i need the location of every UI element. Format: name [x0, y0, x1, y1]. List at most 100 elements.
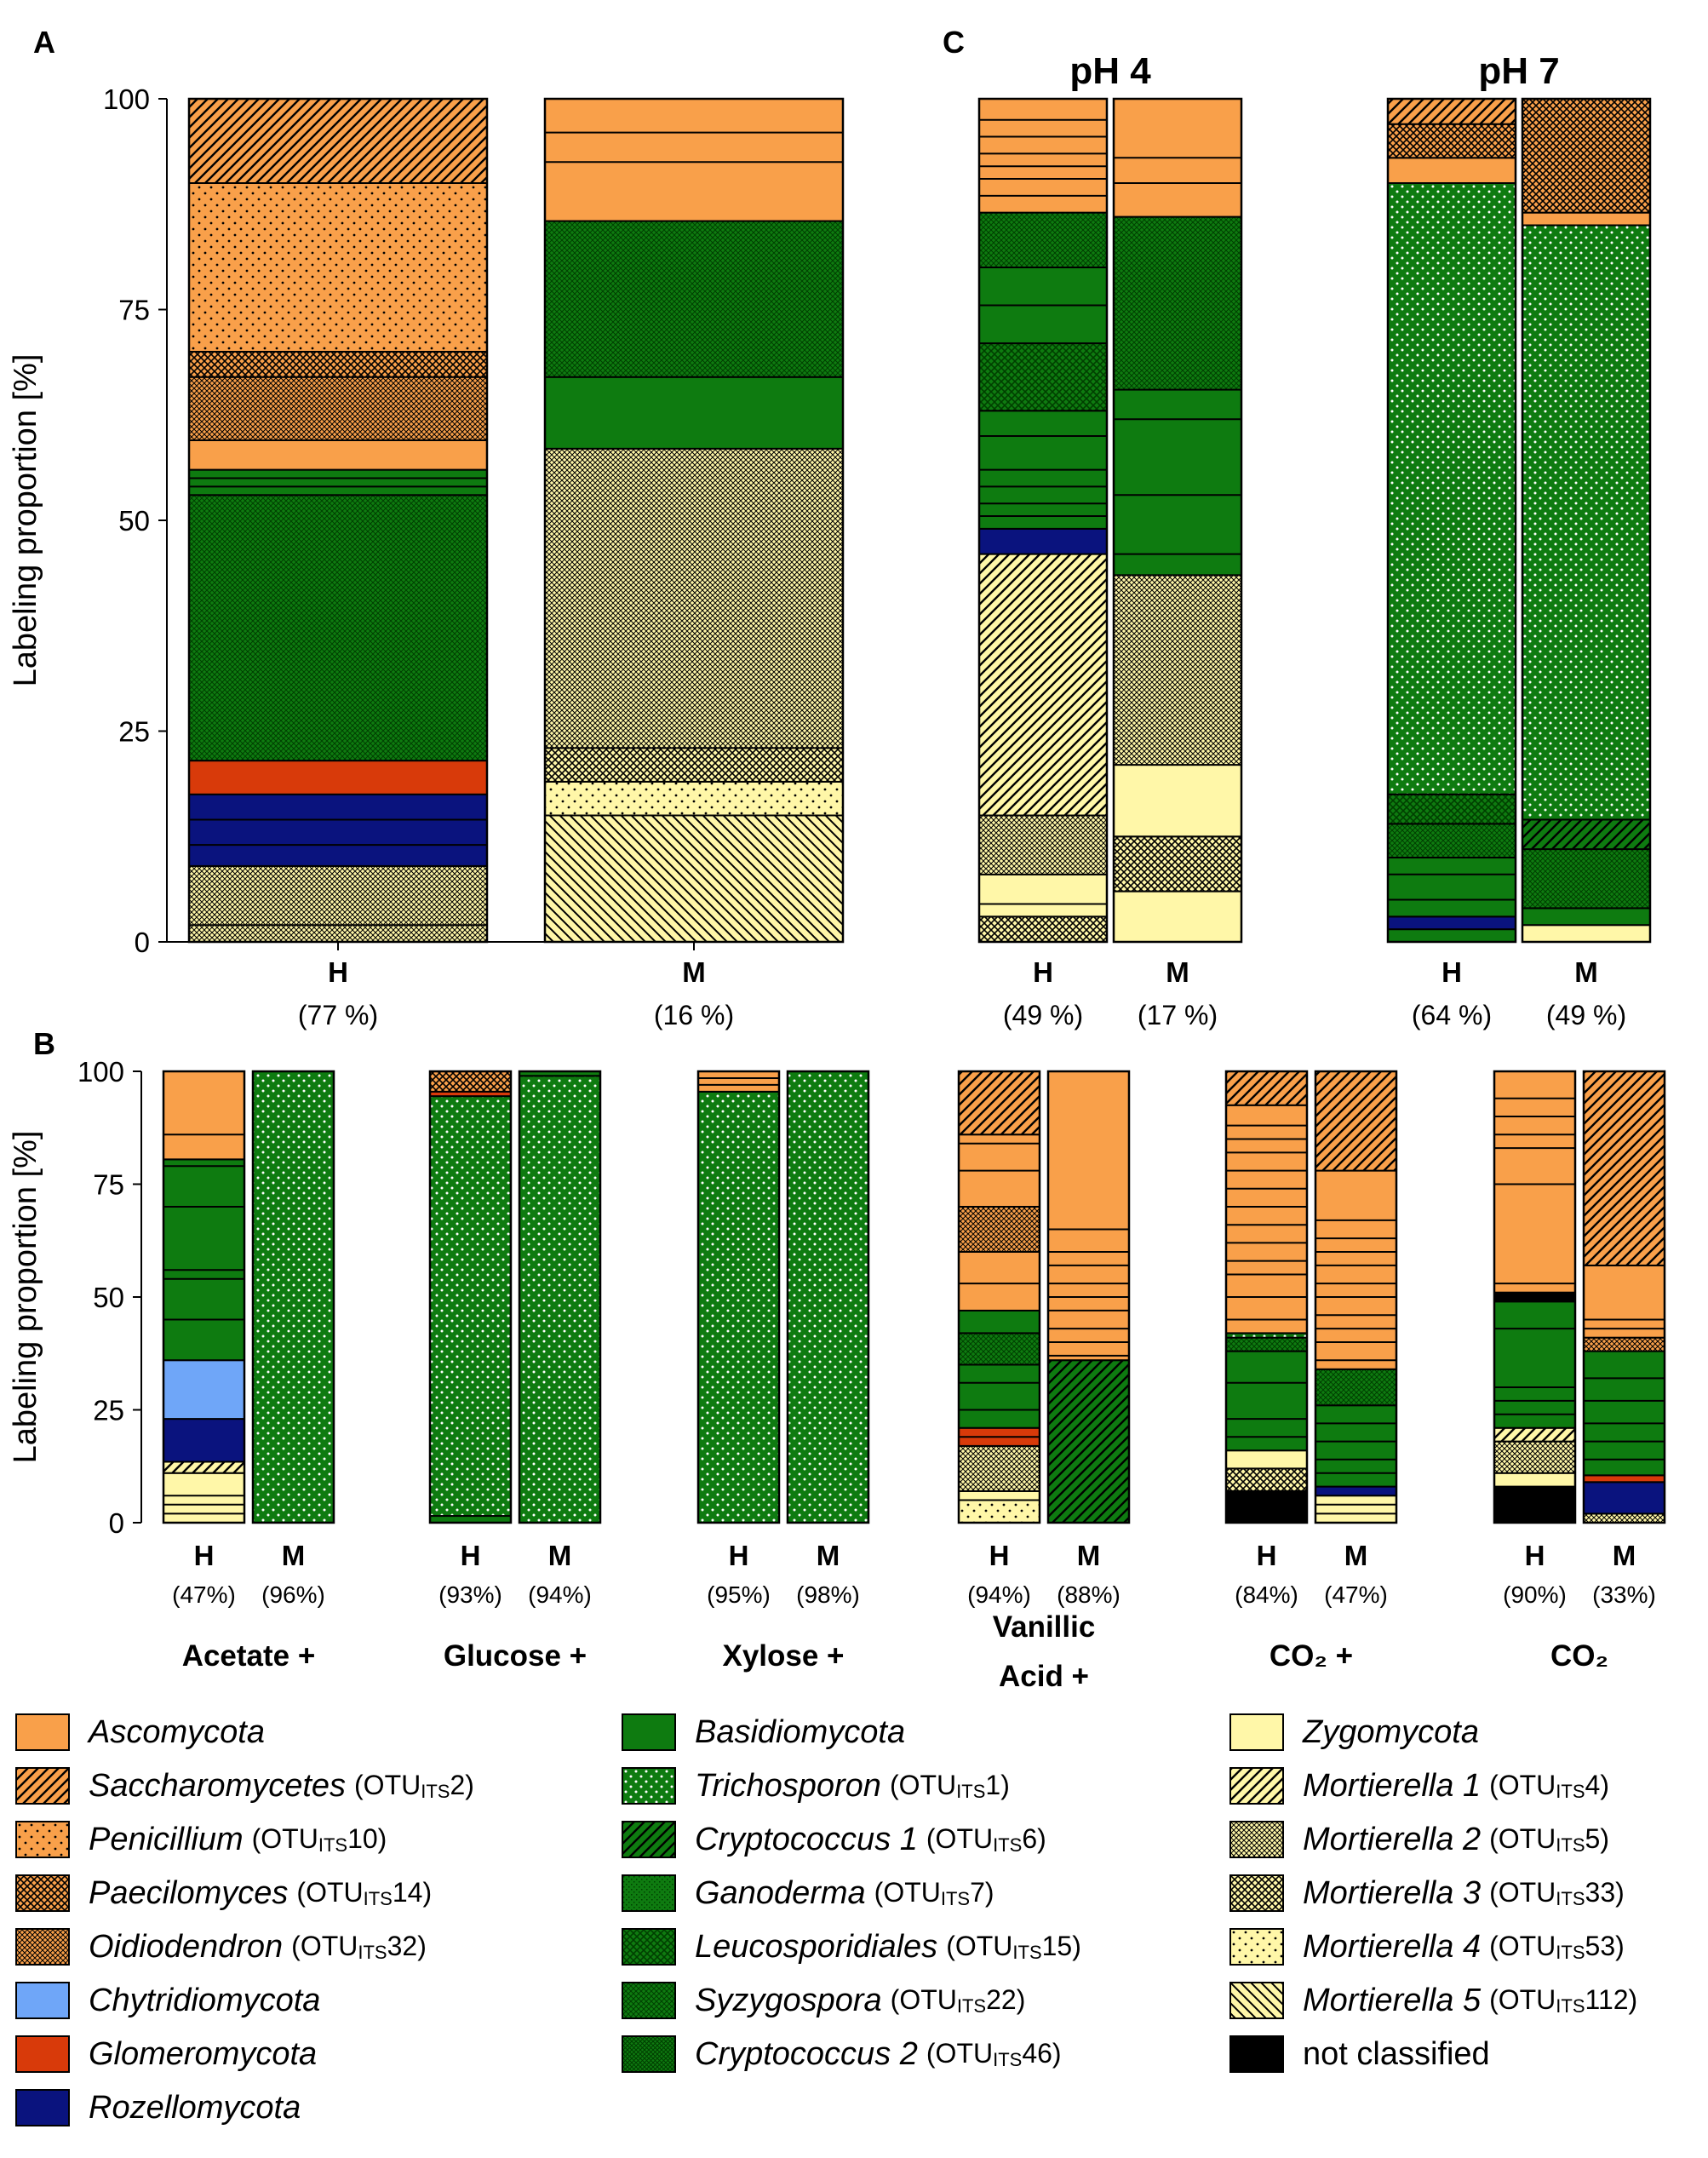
panel-b-bar-sublabel: (88%) — [1057, 1581, 1121, 1608]
panel-c-bar-M-segment-Basidiomycota — [1114, 390, 1241, 576]
legend-item-Mortierella2: Mortierella 2 (OTUITS5) — [1229, 1817, 1609, 1862]
legend-swatch-fill — [623, 2037, 676, 2073]
legend-name: not classified — [1303, 2036, 1490, 2073]
panel-b-bar-M-segment-Trichosporon — [519, 1076, 600, 1523]
panel-b-bar-H-segment-notclassified — [1494, 1487, 1575, 1523]
panel-c-bar-M-segment-Zygomycota — [1522, 925, 1650, 942]
panel-a-bar-M-segment-Mortierella4 — [545, 782, 843, 816]
legend-swatch-fill — [1231, 1822, 1284, 1858]
panel-b-bar-label: M — [1613, 1540, 1636, 1571]
legend-swatch — [15, 2035, 70, 2073]
panel-b-bar-H-segment-Basidiomycota — [959, 1365, 1040, 1428]
panel-a-y-axis-tick-label: 0 — [135, 927, 150, 958]
legend-swatch — [622, 1767, 676, 1805]
legend-item-Saccharomycetes: Saccharomycetes (OTUITS2) — [15, 1764, 474, 1808]
legend-name: Ganoderma — [695, 1875, 866, 1912]
panel-b-bar-H-segment-Saccharomycetes — [1226, 1071, 1307, 1105]
legend-name: Cryptococcus 1 — [695, 1822, 918, 1858]
panel-b-bar-label: M — [817, 1540, 840, 1571]
panel-b-bar-H-segment-Ascomycota — [959, 1252, 1040, 1311]
legend-swatch-fill — [17, 2091, 70, 2126]
panel-b-bar-sublabel: (94%) — [528, 1581, 592, 1608]
legend-swatch-fill — [17, 1876, 70, 1912]
legend-item-Chytridiomycota: Chytridiomycota — [15, 1978, 320, 2023]
legend-swatch — [1229, 1821, 1284, 1858]
legend-name: Mortierella 4 — [1303, 1929, 1481, 1966]
panel-b-bar-H-segment-Zygomycota — [163, 1473, 244, 1523]
legend-item-Paecilomyces: Paecilomyces (OTUITS14) — [15, 1871, 432, 1915]
legend-swatch — [15, 1928, 70, 1966]
panel-b-bar-H-segment-Zygomycota — [959, 1491, 1040, 1501]
legend-item-Cryptococcus2: Cryptococcus 2 (OTUITS46) — [622, 2032, 1062, 2076]
panel-label-b: B — [33, 1026, 55, 1061]
panel-b-bar-M-segment-Saccharomycetes — [1315, 1071, 1396, 1171]
panel-c-bar-sublabel: (17 %) — [1138, 1000, 1218, 1030]
legend-item-Cryptococcus1: Cryptococcus 1 (OTUITS6) — [622, 1817, 1046, 1862]
panel-c-bar-M-segment-Zygomycota — [1114, 765, 1241, 836]
panel-c-bar-H-segment-Mortierella2 — [979, 816, 1107, 875]
panel-c-bar-sublabel: (49 %) — [1546, 1000, 1626, 1030]
legend-swatch-fill — [17, 1769, 70, 1805]
panel-b-bar-H-segment-Oidiodendron — [959, 1207, 1040, 1252]
panel-b-bar-H-segment-Mortierella1 — [1494, 1428, 1575, 1442]
legend-name: Mortierella 5 — [1303, 1983, 1481, 2019]
legend-name: Mortierella 2 — [1303, 1822, 1481, 1858]
panel-b-bar-M-segment-Glomeromycota — [1584, 1475, 1665, 1482]
legend-item-Mortierella5: Mortierella 5 (OTUITS112) — [1229, 1978, 1637, 2023]
panel-b-bar-label: M — [1344, 1540, 1368, 1571]
panel-b-bar-M-segment-Trichosporon — [253, 1071, 334, 1523]
panel-b-bar-label: H — [989, 1540, 1010, 1571]
panel-b-bar-H-segment-Trichosporon — [430, 1096, 511, 1516]
panel-b-bar-M-segment-Cryptococcus1 — [1048, 1360, 1129, 1523]
panel-b-bar-M-segment-Rozellomycota — [1584, 1482, 1665, 1513]
panel-c-bar-M-segment-Cryptococcus1 — [1522, 819, 1650, 849]
panel-c-bar-H-segment-Leucosporidiales — [1388, 795, 1516, 824]
panel-b-bar-H-segment-Syzygospora — [1226, 1338, 1307, 1352]
panel-b-y-axis-tick-label: 0 — [109, 1507, 124, 1539]
panel-c-bar-M-segment-Mortierella2 — [1114, 575, 1241, 765]
legend-item-Syzygospora: Syzygospora (OTUITS22) — [622, 1978, 1025, 2023]
panel-b-bar-sublabel: (95%) — [707, 1581, 771, 1608]
panel-b-bar-H-segment-Mortierella3 — [1226, 1468, 1307, 1491]
panel-b-group-label: Glucose + — [444, 1639, 587, 1673]
legend-name: Trichosporon — [695, 1768, 881, 1805]
legend-swatch-fill — [623, 1876, 676, 1912]
panel-b-bar-H-segment-Zygomycota — [1226, 1450, 1307, 1468]
legend-swatch — [15, 1874, 70, 1912]
legend-swatch-fill — [623, 1822, 676, 1858]
panel-b-bar-H-segment-Ascomycota — [698, 1071, 779, 1092]
panel-a-bar-M-segment-Basidiomycota — [545, 377, 843, 449]
panel-b-bar-M-segment-Zygomycota — [1315, 1495, 1396, 1523]
panel-label-a: A — [33, 25, 55, 60]
panel-b-bar-H-segment-Ascomycota — [163, 1071, 244, 1159]
panel-b-bar-H-segment-Saccharomycetes — [959, 1071, 1040, 1134]
legend-swatch-fill — [623, 1930, 676, 1966]
legend-otu: (OTUITS33) — [1489, 1877, 1625, 1910]
panel-b-y-axis-tick-label: 75 — [93, 1169, 124, 1201]
panel-b-y-axis-tick-label: 100 — [77, 1056, 124, 1088]
legend-swatch-fill — [623, 1715, 676, 1751]
panel-b-bar-H-segment-Mortierella4 — [959, 1501, 1040, 1524]
panel-a-bar-label: M — [682, 956, 706, 988]
panel-b-bar-H-segment-Ascomycota — [1494, 1071, 1575, 1293]
panel-b-group-label: Vanillic — [993, 1610, 1096, 1644]
panel-b-bar-H-segment-Mortierella2 — [1494, 1442, 1575, 1473]
panel-b-group-label: Xylose + — [722, 1639, 844, 1673]
legend-swatch — [622, 1713, 676, 1751]
legend-swatch-fill — [1231, 2037, 1284, 2073]
legend-otu: (OTUITS2) — [354, 1770, 474, 1803]
panel-b-bar-M-segment-Ascomycota — [1315, 1171, 1396, 1369]
legend-item-Rozellomycota: Rozellomycota — [15, 2086, 301, 2130]
panel-c-bar-H-segment-Saccharomycetes — [1388, 99, 1516, 124]
legend-swatch-fill — [17, 1930, 70, 1966]
legend-otu: (OTUITS112) — [1489, 1984, 1637, 2017]
legend-otu: (OTUITS7) — [874, 1877, 994, 1910]
legend-swatch — [622, 1982, 676, 2019]
panel-c-bar-M-segment-Zygomycota — [1114, 892, 1241, 942]
panel-c-bar-M-segment-Basidiomycota — [1522, 908, 1650, 925]
panel-c-bar-H-segment-Basidiomycota — [1388, 858, 1516, 916]
panel-a-bar-label: H — [328, 956, 348, 988]
panel-a-bar-M-segment-Mortierella5 — [545, 816, 843, 943]
panel-b-bar-H-segment-Paecilomyces — [430, 1071, 511, 1092]
panel-a-bar-H-segment-Penicillium — [189, 183, 487, 352]
